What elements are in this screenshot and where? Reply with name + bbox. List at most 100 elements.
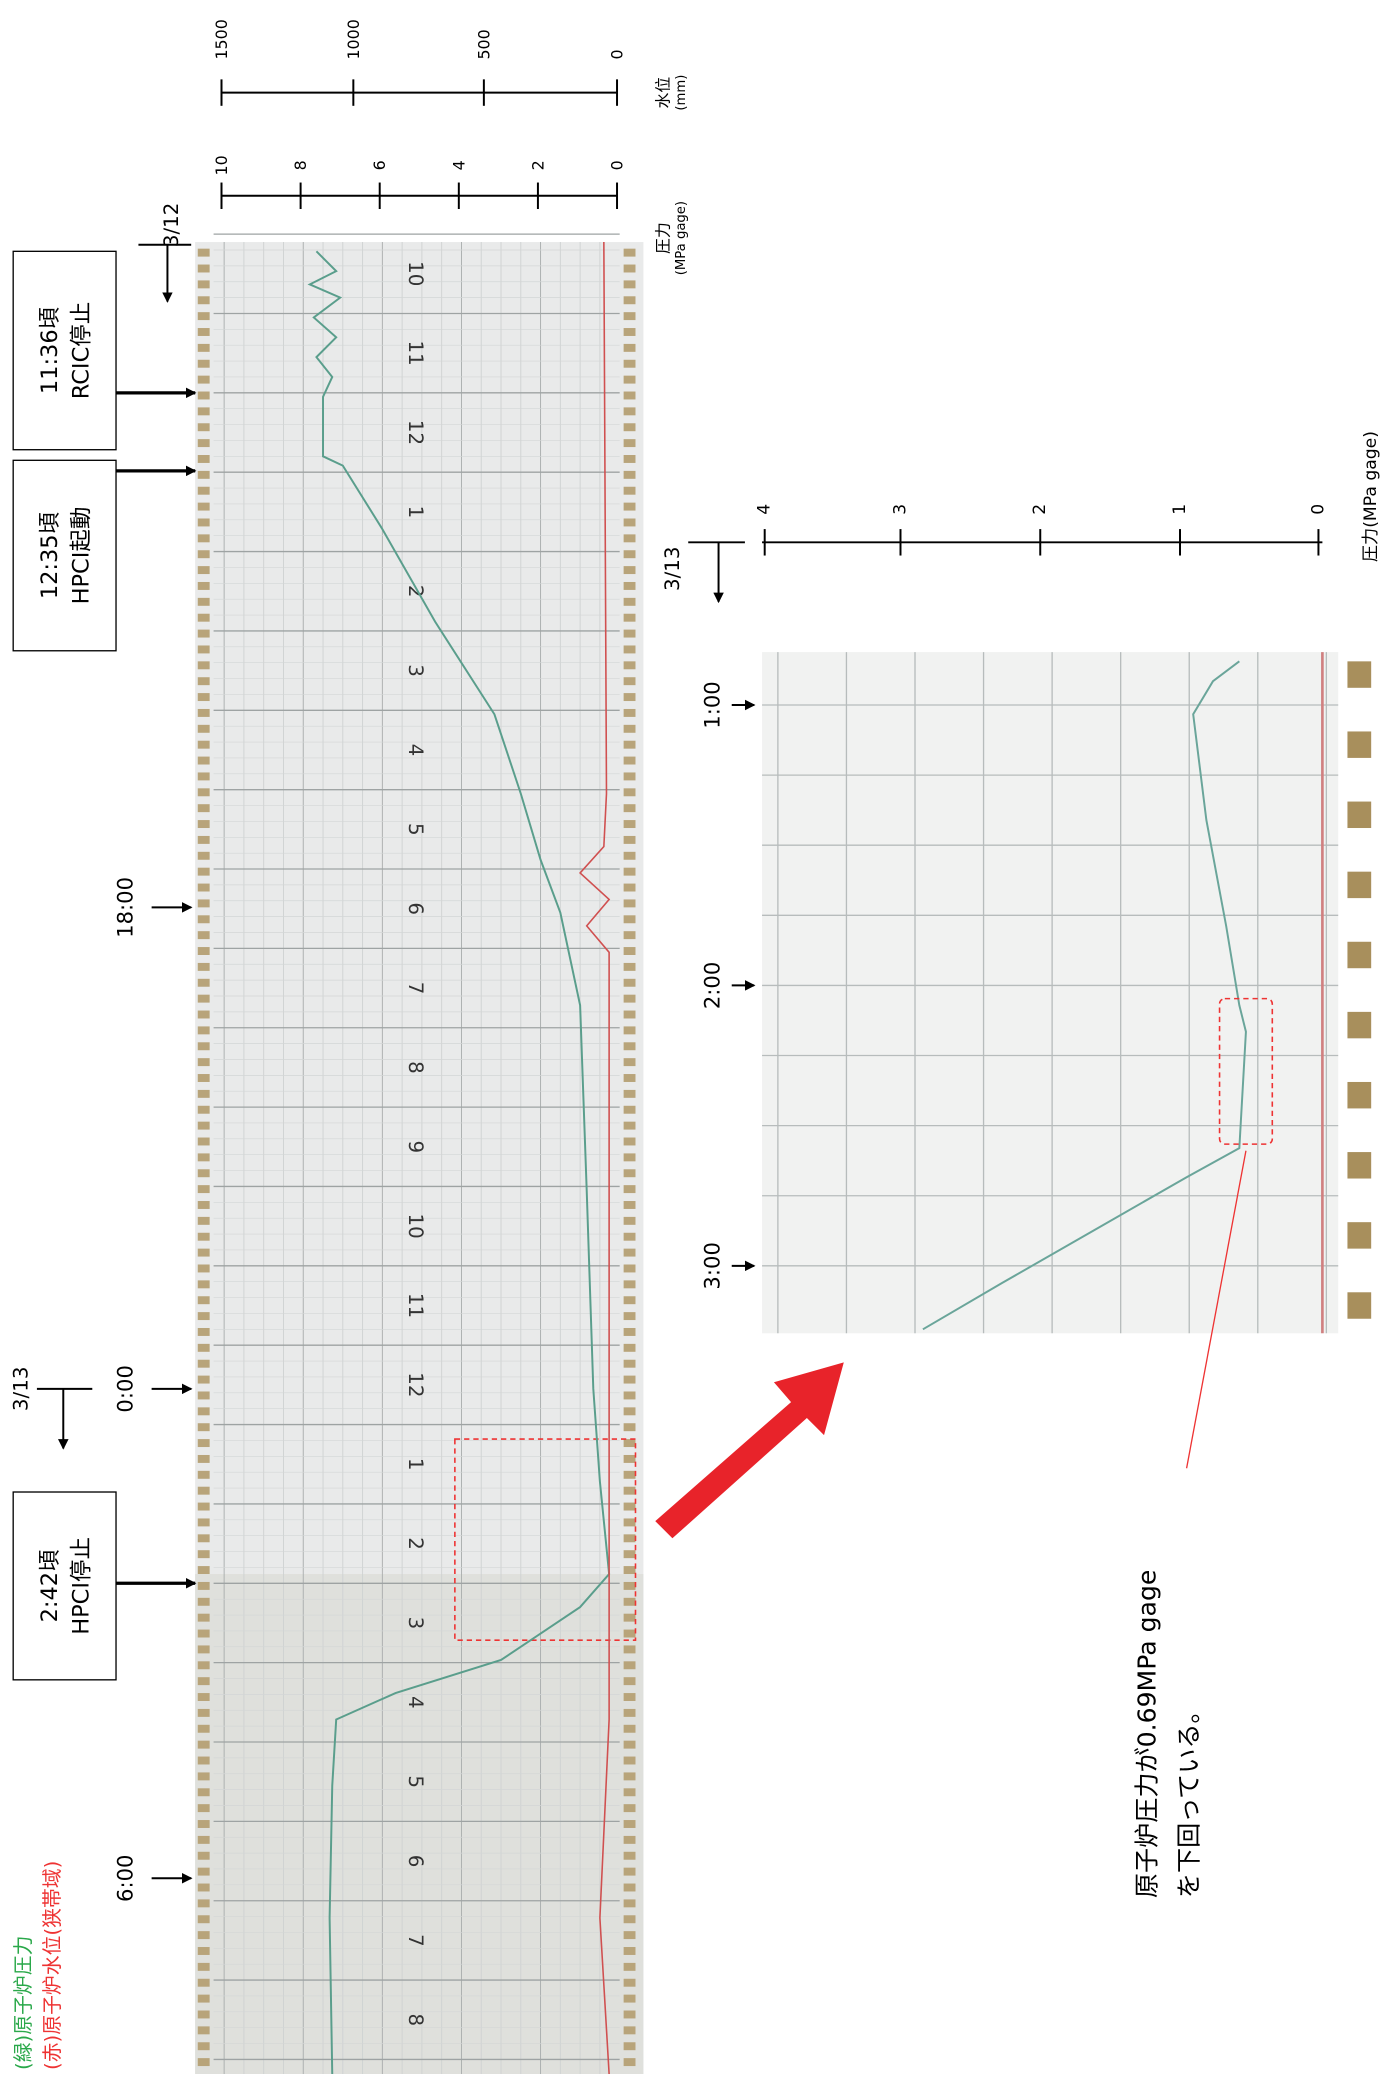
sprocket-hole [197,550,210,559]
sprocket-hole [197,1677,210,1686]
sprocket-hole [623,1835,636,1844]
sprocket-hole [197,1042,210,1051]
sprocket-hole [197,1407,210,1416]
sprocket-hole [197,1010,210,1019]
sprocket-hole [623,1026,636,1035]
sprocket-hole [197,883,210,892]
sprocket-hole [623,1566,636,1575]
sprocket-hole [197,455,210,463]
axis-label: 圧力(MPa gage) [1361,431,1381,562]
sprocket-hole [623,788,636,797]
sprocket-hole [623,1740,636,1749]
sprocket-hole [197,820,210,829]
sprocket-hole [623,391,636,400]
strip-hour-label: 10 [404,261,427,286]
sprocket-hole [197,1121,210,1130]
sprocket-hole [197,1820,210,1828]
water-level-line [578,242,611,2074]
sprocket-hole [623,1645,636,1654]
sprocket-hole [623,613,636,622]
sprocket-hole [197,835,210,844]
sprocket-hole [197,470,210,479]
sprocket-hole [623,1708,636,1717]
sprocket-hole [623,439,636,448]
sprocket-hole [197,1216,210,1225]
strip-chart-lower [195,1574,644,2074]
sprocket-hole [623,248,636,257]
sprocket-hole [197,1788,210,1797]
event-name: HPCI停止 [69,1537,95,1635]
sprocket-hole [197,1169,210,1178]
zoom-chart [762,652,1339,1334]
sprocket-hole [197,343,210,352]
sprocket-hole [197,1931,210,1940]
sprocket-hole [623,629,636,638]
sprocket-hole [197,264,210,273]
note: 原子炉圧力が0.69MPa gage [1133,1570,1162,1898]
sprocket-hole [197,1550,210,1559]
sprocket-hole [197,581,210,590]
sprocket-hole [623,296,636,305]
sprocket-hole [197,978,210,987]
axis-unit: (mm) [674,75,689,111]
sprocket-hole [623,883,636,892]
zoom-arrow [655,1362,844,1539]
sprocket-hole [623,518,636,527]
sprocket-hole [197,1105,210,1114]
sprocket-hole [623,597,636,606]
sprocket-hole [623,1185,636,1194]
strip-hour-label: 10 [404,1214,427,1239]
sprocket-hole [197,1312,210,1321]
sprocket-hole [623,1042,636,1051]
sprocket-hole [197,851,210,860]
sprocket-hole [623,1058,636,1067]
sprocket-hole [623,1788,636,1797]
zoom-tick-label: 3 [891,504,911,515]
sprocket-hole [197,1264,210,1273]
sprocket-hole [623,978,636,987]
sprocket-hole [623,1169,636,1178]
sprocket-hole [197,328,210,336]
strip-hour-label: 3 [404,1617,427,1630]
sprocket-hole [197,1391,210,1400]
sprocket-hole [197,1851,210,1860]
strip-hour-label: 4 [404,744,427,757]
sprocket-hole [623,486,636,495]
pressure-line [307,250,611,2074]
sprocket-hole [197,1693,210,1701]
sprocket-hole [623,1470,636,1479]
sprocket-hole [197,1899,210,1908]
sprocket-hole [1347,941,1372,969]
sprocket-hole [1347,661,1372,688]
sprocket-hole [623,1534,636,1543]
time-label: 18:00 [113,877,138,938]
sprocket-hole [623,1201,636,1209]
time-label: 1:00 [699,681,724,728]
sprocket-hole [623,772,636,781]
sprocket-hole [197,1566,210,1575]
pressure-tick-label: 4 [449,160,468,170]
time-label: 6:00 [113,1854,138,1901]
strip-hour-label: 3 [404,664,427,677]
sprocket-hole [623,1280,636,1289]
sprocket-hole [197,1089,210,1098]
sprocket-hole [197,486,210,495]
sprocket-hole [197,407,210,416]
sprocket-hole [623,2058,636,2067]
sprocket-hole [623,1375,636,1384]
sprocket-hole [197,1439,210,1448]
sprocket-hole [623,1074,636,1082]
sprocket-hole [197,1994,210,2003]
sprocket-hole [197,1613,210,1622]
note-pointer [1185,1150,1247,1469]
sprocket-hole [197,1597,210,1606]
strip-hour-label: 6 [404,1855,427,1868]
strip-hour-label: 1 [404,1458,427,1471]
sprocket-hole [623,343,636,352]
sprocket-hole [623,1518,636,1527]
sprocket-hole [197,1978,210,1987]
strip-hour-label: 12 [404,1372,427,1397]
sprocket-hole [623,1581,636,1590]
water-level-tick-label: 1000 [344,19,363,59]
event-name: RCIC停止 [69,302,95,399]
